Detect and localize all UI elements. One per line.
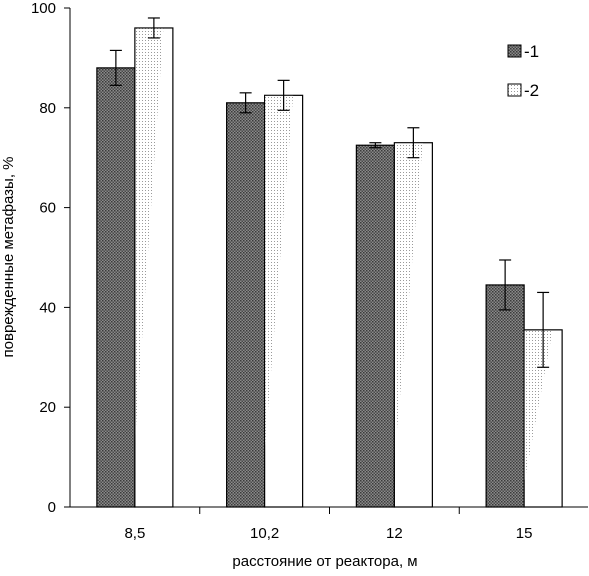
error-bars [109,17,550,368]
bars [96,27,563,508]
y-tick-label: 80 [39,100,56,117]
bar-shading [265,95,294,446]
bar-series-1 [226,102,266,508]
x-tick-label: 12 [386,525,403,542]
legend-swatch-series-1 [507,44,522,58]
legend-label-series-1: -1 [524,42,539,61]
legend-label-series-2: -2 [524,81,539,100]
legend: -1 -2 [507,42,539,100]
x-tick-label: 8,5 [124,525,145,542]
bar-series-1 [485,284,525,508]
bar-shading [135,28,164,436]
x-tick-label: 15 [516,525,533,542]
x-axis-title: расстояние от реактора, м [232,553,417,570]
bar-shading [394,143,423,453]
y-tick-label: 0 [48,499,56,516]
y-tick-label: 100 [31,0,56,17]
x-ticks: 8,5 10,2 12 15 [124,507,532,542]
y-tick-label: 60 [39,200,56,217]
bar-series-1 [355,144,395,508]
y-tick-label: 40 [39,299,56,316]
bar-shadows [134,27,547,508]
x-tick-label: 10,2 [250,525,279,542]
y-axis-title: поврежденные метафазы, % [0,157,17,358]
legend-swatch-series-2 [507,83,522,97]
bar-shading [524,330,553,481]
y-ticks: 0 20 40 60 80 100 [31,0,70,516]
bar-series-1 [96,67,136,508]
y-tick-label: 20 [39,399,56,416]
